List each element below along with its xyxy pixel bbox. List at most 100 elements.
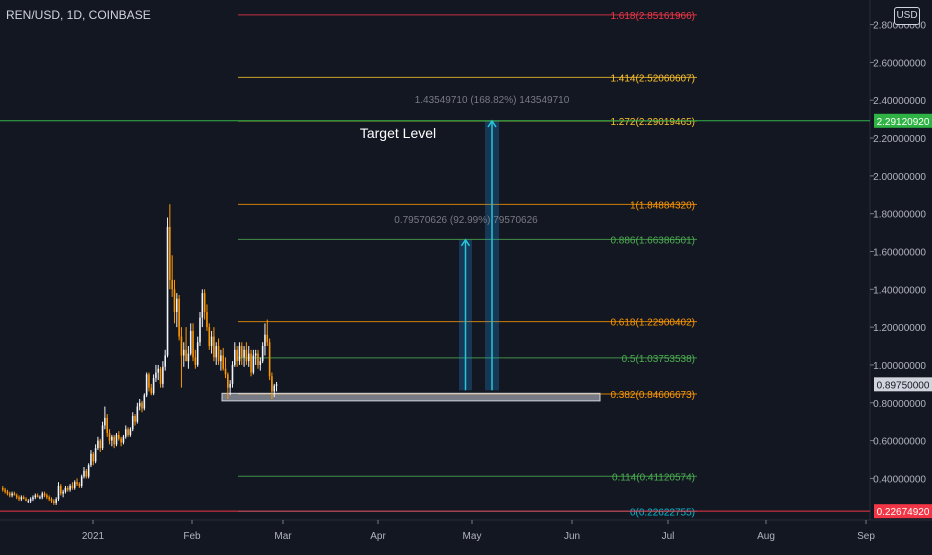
candle[interactable]	[201, 289, 204, 328]
candle[interactable]	[162, 361, 164, 388]
candle[interactable]	[150, 383, 153, 396]
candle[interactable]	[71, 482, 74, 490]
candle[interactable]	[192, 323, 194, 362]
candle[interactable]	[101, 421, 104, 451]
candle[interactable]	[90, 450, 92, 468]
candle[interactable]	[157, 364, 160, 381]
candle[interactable]	[83, 467, 85, 479]
candle[interactable]	[143, 393, 146, 411]
candle[interactable]	[159, 366, 162, 388]
candle[interactable]	[169, 204, 171, 290]
candle[interactable]	[50, 497, 53, 503]
candle[interactable]	[122, 434, 125, 445]
candle[interactable]	[85, 468, 88, 479]
candle[interactable]	[196, 336, 199, 367]
candle[interactable]	[171, 255, 173, 297]
candle[interactable]	[46, 493, 48, 500]
candle[interactable]	[6, 489, 9, 496]
candle[interactable]	[210, 330, 213, 354]
candle[interactable]	[220, 349, 222, 371]
candle[interactable]	[18, 495, 20, 502]
candle[interactable]	[252, 349, 255, 375]
candle[interactable]	[66, 485, 69, 492]
candle[interactable]	[22, 495, 25, 500]
candle[interactable]	[99, 438, 102, 452]
candle[interactable]	[127, 427, 129, 437]
candle[interactable]	[227, 372, 229, 399]
candle[interactable]	[15, 493, 18, 500]
candle[interactable]	[48, 495, 50, 502]
candle[interactable]	[76, 478, 78, 486]
candle[interactable]	[238, 342, 241, 365]
candle[interactable]	[80, 474, 83, 488]
candle[interactable]	[136, 402, 139, 424]
candle[interactable]	[206, 304, 208, 331]
candle[interactable]	[271, 372, 273, 399]
candle[interactable]	[8, 491, 11, 498]
candle[interactable]	[57, 482, 60, 502]
candle[interactable]	[222, 347, 224, 371]
candle[interactable]	[250, 349, 252, 377]
candle[interactable]	[259, 357, 262, 371]
candle[interactable]	[120, 436, 122, 447]
candle[interactable]	[113, 434, 115, 449]
candle[interactable]	[229, 380, 231, 396]
candle[interactable]	[148, 372, 150, 392]
candle[interactable]	[273, 383, 276, 398]
candle[interactable]	[97, 436, 99, 451]
candle[interactable]	[55, 497, 57, 505]
candle[interactable]	[145, 372, 148, 398]
candle[interactable]	[13, 491, 16, 496]
candle[interactable]	[69, 484, 71, 492]
candle[interactable]	[104, 406, 106, 430]
candle[interactable]	[78, 482, 81, 488]
candle[interactable]	[118, 431, 120, 441]
candle[interactable]	[29, 497, 32, 503]
candle[interactable]	[236, 346, 238, 367]
candle[interactable]	[53, 499, 55, 505]
candle[interactable]	[134, 414, 136, 426]
candle[interactable]	[217, 338, 220, 365]
candle[interactable]	[166, 217, 169, 358]
candle[interactable]	[194, 349, 197, 369]
candle[interactable]	[25, 497, 27, 502]
candle[interactable]	[155, 364, 157, 382]
candle[interactable]	[32, 495, 34, 502]
candle[interactable]	[4, 487, 6, 494]
candle[interactable]	[234, 342, 236, 367]
candle[interactable]	[129, 427, 132, 437]
candle[interactable]	[131, 412, 134, 432]
candle[interactable]	[275, 381, 278, 392]
candle[interactable]	[152, 374, 155, 396]
candle[interactable]	[182, 342, 185, 367]
candle[interactable]	[189, 323, 192, 356]
candle[interactable]	[254, 349, 257, 365]
candle[interactable]	[115, 433, 118, 447]
candle[interactable]	[231, 361, 234, 388]
candle[interactable]	[92, 451, 95, 466]
candle[interactable]	[185, 327, 187, 362]
candle[interactable]	[203, 289, 206, 320]
candle[interactable]	[245, 342, 248, 365]
candle[interactable]	[27, 499, 30, 503]
candle[interactable]	[20, 495, 23, 502]
candle[interactable]	[208, 323, 211, 350]
candle[interactable]	[178, 294, 180, 341]
candle[interactable]	[73, 480, 76, 490]
candle[interactable]	[247, 346, 250, 367]
candle[interactable]	[199, 312, 201, 347]
candle[interactable]	[41, 491, 44, 500]
candle[interactable]	[36, 493, 39, 498]
candle[interactable]	[215, 342, 218, 365]
candle[interactable]	[224, 357, 227, 379]
candle[interactable]	[243, 346, 245, 367]
candle[interactable]	[43, 491, 46, 498]
candle[interactable]	[213, 327, 215, 362]
candle[interactable]	[141, 400, 143, 413]
candle[interactable]	[257, 349, 259, 369]
candle[interactable]	[264, 323, 266, 356]
candle[interactable]	[11, 491, 13, 498]
candle[interactable]	[94, 444, 97, 464]
